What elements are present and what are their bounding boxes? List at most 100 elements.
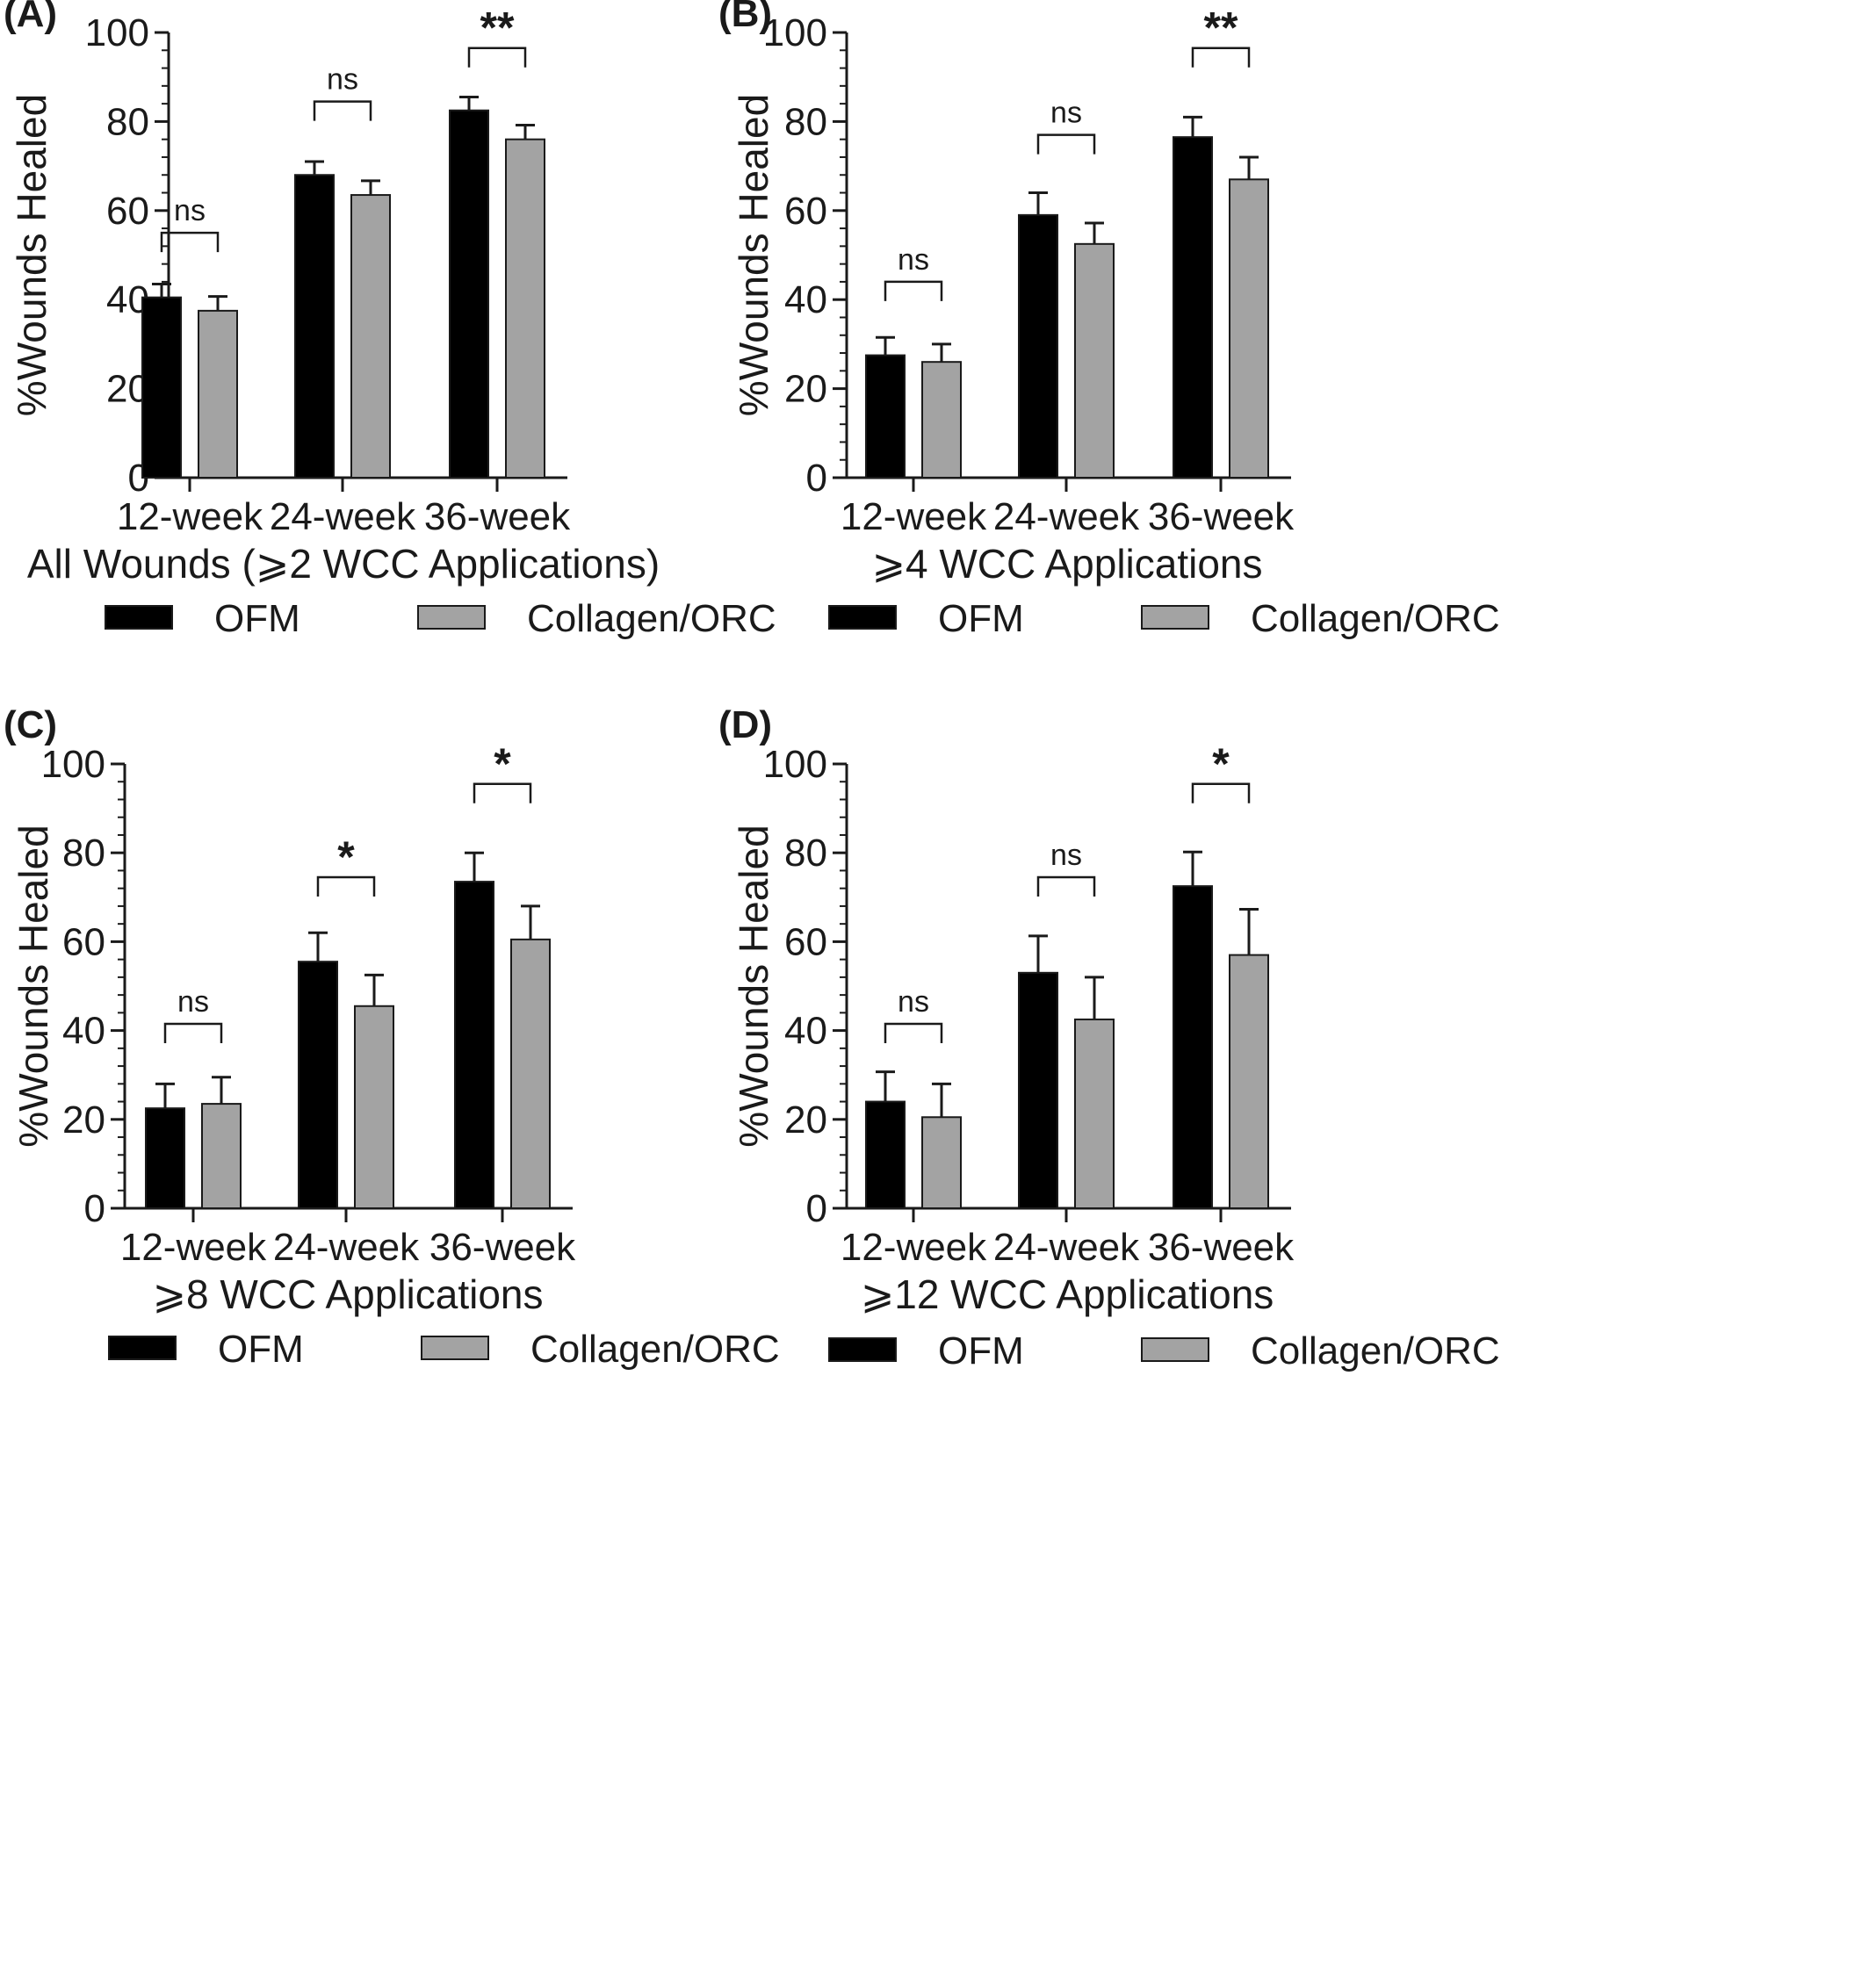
significance-bracket [1036, 875, 1096, 897]
x-tick-label: 36-week [1148, 1226, 1295, 1269]
bar-ofm [298, 961, 338, 1210]
y-tick-label: 80 [62, 832, 105, 875]
legend-label: OFM [938, 1329, 1024, 1372]
legend-swatch-ofm [828, 1337, 897, 1362]
bar-collagen-orc [1229, 954, 1269, 1209]
y-tick-label: 80 [106, 100, 149, 143]
panel-letter: (B) [718, 0, 772, 35]
x-tick-label: 36-week [1148, 495, 1295, 538]
bar-collagen-orc [1229, 178, 1269, 479]
bar-collagen-orc [350, 194, 391, 479]
bar-collagen-orc [921, 361, 962, 479]
significance-bracket [163, 1022, 223, 1044]
x-tick-label: 36-week [424, 495, 571, 538]
bar-collagen-orc [1074, 242, 1115, 479]
legend: OFM Collagen/ORC [828, 1329, 1500, 1372]
x-tick-label: 12-week [117, 495, 263, 538]
significance-bracket [1191, 47, 1251, 68]
legend-label: Collagen/ORC [1251, 597, 1500, 640]
significance-bracket [1036, 133, 1096, 155]
y-tick-label: 100 [763, 11, 827, 54]
y-tick-label: 60 [784, 190, 827, 233]
y-tick-label: 20 [784, 368, 827, 411]
significance-bracket [313, 100, 372, 121]
bar-ofm [449, 109, 489, 479]
bar-ofm [1173, 885, 1213, 1210]
y-tick-label: 100 [41, 743, 105, 786]
bar-collagen-orc [354, 1005, 394, 1210]
y-tick-label: 40 [784, 278, 827, 321]
significance-label: ns [327, 63, 358, 97]
significance-bracket [884, 280, 943, 301]
bar-collagen-orc [510, 938, 551, 1209]
legend-swatch-ofm [108, 1336, 177, 1360]
significance-label: ** [1204, 4, 1238, 53]
bar-ofm [1018, 213, 1058, 479]
y-tick-label: 40 [784, 1010, 827, 1053]
y-tick-label: 60 [106, 190, 149, 233]
y-tick-label: 0 [806, 1187, 827, 1230]
x-tick-label: 12-week [841, 1226, 987, 1269]
significance-bracket [467, 47, 527, 68]
x-tick-label: 24-week [270, 495, 416, 538]
significance-label: ns [898, 243, 929, 277]
x-tick-label: 12-week [841, 495, 987, 538]
y-tick-label: 80 [784, 832, 827, 875]
bar-ofm [145, 1107, 185, 1210]
y-tick-label: 20 [62, 1098, 105, 1142]
bar-collagen-orc [198, 309, 238, 479]
x-axis-title: ⩾4 WCC Applications [871, 541, 1262, 587]
y-axis-title: %Wounds Healed [11, 825, 56, 1147]
legend-swatch-collagen-orc [1141, 605, 1209, 630]
bar-ofm [1018, 971, 1058, 1209]
bar-collagen-orc [1074, 1018, 1115, 1209]
x-tick-label: 24-week [993, 495, 1140, 538]
legend-label: Collagen/ORC [530, 1328, 780, 1371]
significance-label: ** [480, 4, 515, 53]
x-tick-label: 36-week [429, 1226, 576, 1269]
panel-letter: (C) [4, 703, 57, 746]
bar-ofm [454, 881, 494, 1210]
y-tick-label: 0 [806, 457, 827, 500]
bar-ofm [1173, 136, 1213, 479]
significance-bracket [473, 782, 532, 803]
y-tick-label: 60 [62, 920, 105, 963]
x-axis-title: All Wounds (⩾2 WCC Applications) [27, 541, 660, 587]
legend-swatch-collagen-orc [421, 1336, 489, 1360]
bar-ofm [141, 296, 182, 479]
x-tick-label: 12-week [120, 1226, 267, 1269]
legend-label: OFM [214, 597, 300, 640]
bar-ofm [865, 354, 906, 479]
y-tick-label: 0 [84, 1187, 105, 1230]
significance-bracket [884, 1022, 943, 1044]
significance-label: * [337, 832, 355, 882]
y-axis-title: %Wounds Healed [731, 825, 776, 1147]
bar-ofm [865, 1100, 906, 1210]
significance-label: * [1212, 739, 1230, 789]
y-tick-label: 40 [62, 1010, 105, 1053]
significance-bracket [160, 231, 220, 253]
x-tick-label: 24-week [993, 1226, 1140, 1269]
significance-label: ns [177, 985, 209, 1019]
bar-ofm [294, 174, 335, 479]
legend-swatch-ofm [105, 605, 173, 630]
significance-bracket [1191, 782, 1251, 803]
x-axis-title: ⩾8 WCC Applications [152, 1271, 543, 1317]
bar-collagen-orc [505, 138, 545, 479]
legend-label: OFM [938, 597, 1024, 640]
chart-panel-c: (C) 0 20 40 60 80 100 %Wounds Healed 12-week 24-w… [4, 703, 780, 1371]
y-tick-label: 100 [763, 743, 827, 786]
x-axis-title: ⩾12 WCC Applications [861, 1271, 1274, 1317]
significance-label: ns [1050, 97, 1082, 130]
x-tick-label: 24-week [273, 1226, 420, 1269]
legend: OFM Collagen/ORC [108, 1328, 780, 1371]
legend-swatch-collagen-orc [417, 605, 486, 630]
legend: OFM Collagen/ORC [828, 597, 1500, 640]
y-tick-label: 100 [85, 11, 149, 54]
significance-label: * [494, 739, 511, 789]
y-axis-title: %Wounds Healed [9, 94, 54, 416]
y-axis-title: %Wounds Healed [731, 94, 776, 416]
legend-label: Collagen/ORC [1251, 1329, 1500, 1372]
